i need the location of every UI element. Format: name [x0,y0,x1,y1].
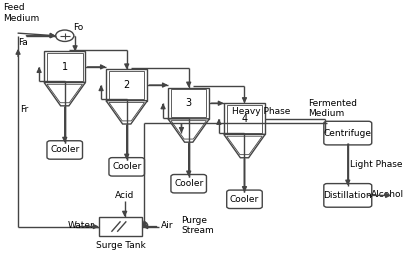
Text: Cooler: Cooler [174,179,203,188]
Text: Light Phase: Light Phase [350,160,402,169]
Text: Fr: Fr [20,105,28,114]
Text: Cooler: Cooler [230,195,259,204]
Polygon shape [224,134,265,158]
Text: 2: 2 [123,80,130,90]
Polygon shape [224,103,265,134]
Text: Purge
Stream: Purge Stream [181,216,214,235]
FancyBboxPatch shape [171,175,206,193]
Text: Acid: Acid [115,191,134,200]
Text: Cooler: Cooler [112,162,141,171]
Text: Feed
Medium: Feed Medium [3,3,39,23]
FancyBboxPatch shape [227,190,262,209]
Text: Fa: Fa [18,38,28,47]
Text: Alcohol: Alcohol [371,189,404,199]
Text: Distillation: Distillation [324,191,372,200]
Text: Air: Air [161,221,173,230]
Text: Heavy Phase: Heavy Phase [232,106,291,116]
FancyBboxPatch shape [324,121,372,145]
Polygon shape [106,101,147,124]
Text: Surge Tank: Surge Tank [95,241,146,250]
FancyBboxPatch shape [324,183,372,207]
Polygon shape [168,119,209,142]
Text: Centrifuge: Centrifuge [324,129,372,138]
Polygon shape [44,51,85,82]
Polygon shape [44,82,85,106]
Text: Fo: Fo [73,23,83,32]
Text: Cooler: Cooler [50,145,79,155]
Text: 4: 4 [241,114,248,124]
Text: Water: Water [68,221,95,230]
Text: 1: 1 [62,62,68,72]
FancyBboxPatch shape [109,158,144,176]
Bar [99,217,142,236]
Text: 3: 3 [186,98,192,108]
FancyBboxPatch shape [47,141,83,159]
Polygon shape [168,88,209,119]
Polygon shape [106,69,147,101]
Text: Fermented
Medium: Fermented Medium [309,99,357,118]
